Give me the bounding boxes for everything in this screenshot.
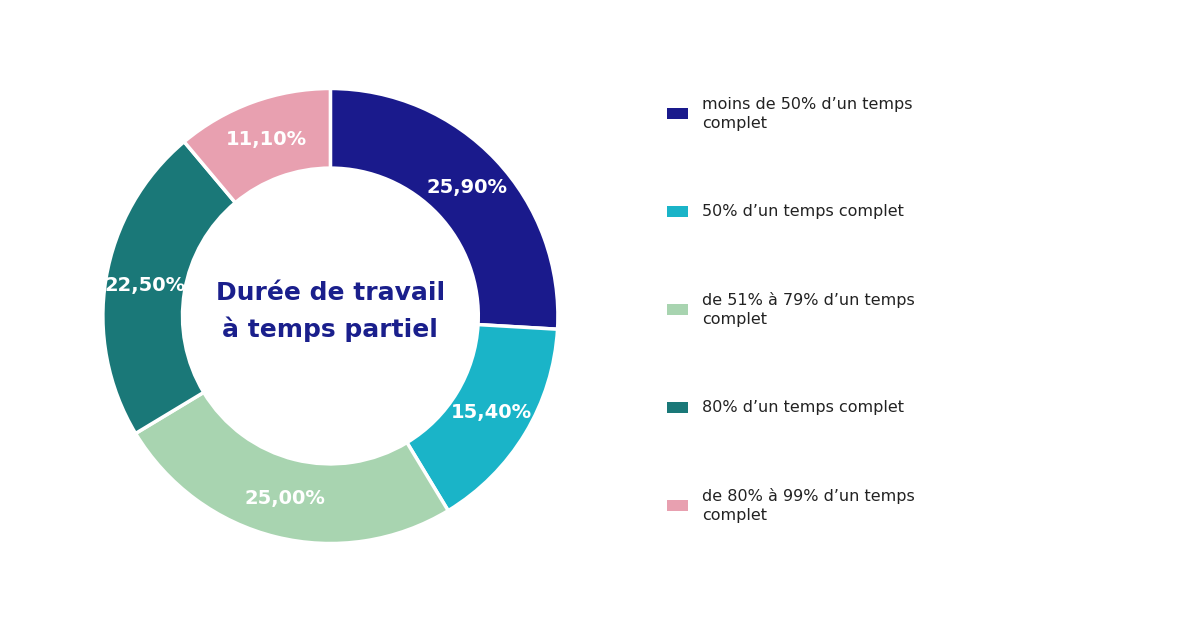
Wedge shape	[330, 88, 558, 329]
Wedge shape	[103, 142, 235, 434]
Text: 11,10%: 11,10%	[225, 130, 307, 149]
Text: moins de 50% d’un temps
complet: moins de 50% d’un temps complet	[702, 97, 912, 131]
Text: de 80% à 99% d’un temps
complet: de 80% à 99% d’un temps complet	[702, 488, 915, 523]
Wedge shape	[136, 392, 448, 544]
Text: 80% d’un temps complet: 80% d’un temps complet	[702, 400, 904, 415]
Text: de 51% à 79% d’un temps
complet: de 51% à 79% d’un temps complet	[702, 292, 915, 327]
Text: 22,50%: 22,50%	[105, 276, 185, 295]
Text: Durée de travail
à temps partiel: Durée de travail à temps partiel	[216, 281, 445, 343]
Text: 15,40%: 15,40%	[451, 403, 532, 422]
Text: 50% d’un temps complet: 50% d’un temps complet	[702, 204, 904, 219]
Text: 25,00%: 25,00%	[245, 489, 326, 507]
Wedge shape	[184, 88, 330, 203]
Text: 25,90%: 25,90%	[426, 178, 507, 197]
Wedge shape	[407, 325, 557, 511]
